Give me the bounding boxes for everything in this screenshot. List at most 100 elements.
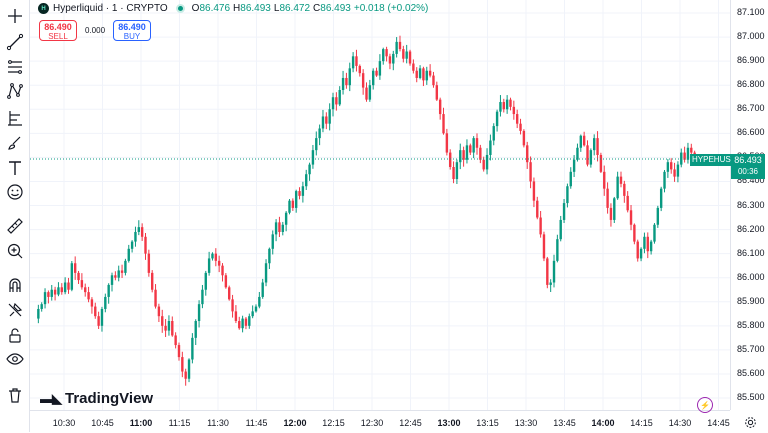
candle-body — [639, 248, 643, 259]
unlock-icon[interactable] — [4, 324, 25, 345]
candle-body — [613, 198, 616, 220]
candle-body — [378, 61, 382, 76]
price-axis[interactable]: 87.10087.00086.90086.80086.70086.60086.5… — [730, 0, 768, 410]
ruler-icon[interactable] — [4, 215, 25, 236]
emoji-icon[interactable] — [4, 181, 25, 202]
candle-body — [398, 41, 402, 50]
candle-body — [107, 284, 110, 297]
candle-body — [686, 147, 690, 160]
candle-body — [629, 210, 633, 225]
candle-body — [479, 147, 482, 160]
buy-button[interactable]: 86.490 BUY — [113, 20, 152, 41]
candle-body — [281, 224, 284, 232]
time-tick-label: 12:15 — [322, 418, 345, 428]
time-axis[interactable]: 10:30 10:45 11:00 11:15 11:30 11:45 12:00 12:15… — [30, 410, 730, 433]
candle-body — [666, 162, 670, 172]
candle-body — [154, 289, 157, 307]
candle-body — [586, 145, 589, 165]
candle-body — [84, 287, 87, 293]
sell-price: 86.490 — [44, 22, 72, 32]
low-value: 86.472 — [279, 3, 311, 14]
candle-body — [690, 147, 693, 153]
candle-body — [475, 138, 479, 148]
time-tick-label: 14:15 — [630, 418, 653, 428]
candle-body — [422, 68, 425, 81]
candle-body — [469, 145, 472, 153]
candle-body — [649, 241, 653, 252]
candle-body — [127, 248, 130, 261]
candle-body — [73, 263, 77, 273]
price-tick-label: 86.600 — [737, 127, 765, 138]
eye-icon[interactable] — [4, 348, 25, 369]
time-tick-label: 11:30 — [207, 418, 229, 428]
price-tick-label: 85.700 — [737, 343, 765, 354]
lightning-icon[interactable]: ⚡ — [697, 397, 713, 413]
candle-body — [184, 371, 187, 379]
candle-body — [114, 275, 117, 278]
price-tick-label: 85.900 — [737, 295, 765, 306]
candle-body — [137, 227, 141, 232]
candle-body — [382, 49, 385, 62]
trendline-icon[interactable] — [4, 31, 25, 52]
candle-body — [368, 85, 372, 100]
magnet-icon[interactable] — [4, 274, 25, 295]
candle-body — [636, 241, 639, 259]
forecast-icon[interactable] — [4, 107, 25, 128]
candle-body — [492, 126, 495, 141]
tradingview-logo[interactable]: ▬◣ TradingView — [40, 390, 153, 407]
text-icon[interactable] — [4, 157, 25, 178]
candle-body — [582, 135, 586, 146]
zoom-in-icon[interactable] — [4, 240, 25, 261]
fib-icon[interactable] — [4, 56, 25, 77]
candle-body — [87, 292, 90, 300]
candle-body — [278, 222, 281, 232]
candle-body — [140, 227, 144, 237]
price-tick-label: 87.100 — [737, 7, 765, 17]
brush-icon[interactable] — [4, 132, 25, 153]
candle-body — [405, 51, 408, 59]
candle-body — [616, 176, 619, 199]
candle-body — [499, 102, 502, 112]
candle-body — [231, 299, 234, 312]
symbol-legend: H Hyperliquid · 1 · CRYPTO O86.476 H86.4… — [38, 3, 428, 14]
crosshair-icon[interactable] — [4, 5, 25, 26]
candle-body — [331, 97, 335, 110]
candle-body — [67, 282, 70, 290]
candle-body — [315, 138, 318, 151]
candle-body — [442, 114, 445, 134]
candle-body — [512, 106, 516, 115]
candle-body — [395, 41, 398, 54]
sell-button[interactable]: 86.490 SELL — [39, 20, 77, 41]
change-value: +0.018 (+0.02%) — [353, 3, 429, 14]
candle-body — [318, 128, 321, 139]
candle-body — [408, 51, 412, 64]
candle-body — [482, 159, 485, 170]
candle-body — [659, 188, 663, 208]
candle-body — [522, 130, 526, 146]
price-chart[interactable] — [30, 0, 730, 410]
candle-body — [385, 49, 388, 57]
candle-body — [388, 56, 392, 64]
candle-body — [415, 70, 418, 78]
candle-body — [124, 260, 127, 273]
candle-body — [77, 272, 80, 281]
time-tick-label: 13:45 — [553, 418, 576, 428]
price-tick-label: 85.600 — [737, 367, 765, 378]
time-tick-label: 14:30 — [668, 418, 692, 428]
candle-body — [341, 77, 345, 90]
gear-icon[interactable] — [744, 416, 757, 429]
candle-body — [254, 306, 258, 312]
lock-icon[interactable] — [4, 299, 25, 320]
candle-body — [207, 258, 211, 273]
candle-body — [284, 212, 288, 225]
trash-icon[interactable] — [4, 384, 25, 405]
candle-body — [412, 63, 415, 71]
candle-body — [663, 171, 666, 189]
symbol-tag: HYPEHUSD — [690, 154, 739, 166]
time-tick-label: 13:15 — [476, 418, 499, 428]
pattern-icon[interactable] — [4, 80, 25, 101]
symbol-title[interactable]: Hyperliquid · 1 · CRYPTO — [53, 3, 168, 14]
candle-body — [465, 145, 469, 160]
candle-body — [526, 145, 529, 163]
candle-body — [40, 304, 43, 309]
